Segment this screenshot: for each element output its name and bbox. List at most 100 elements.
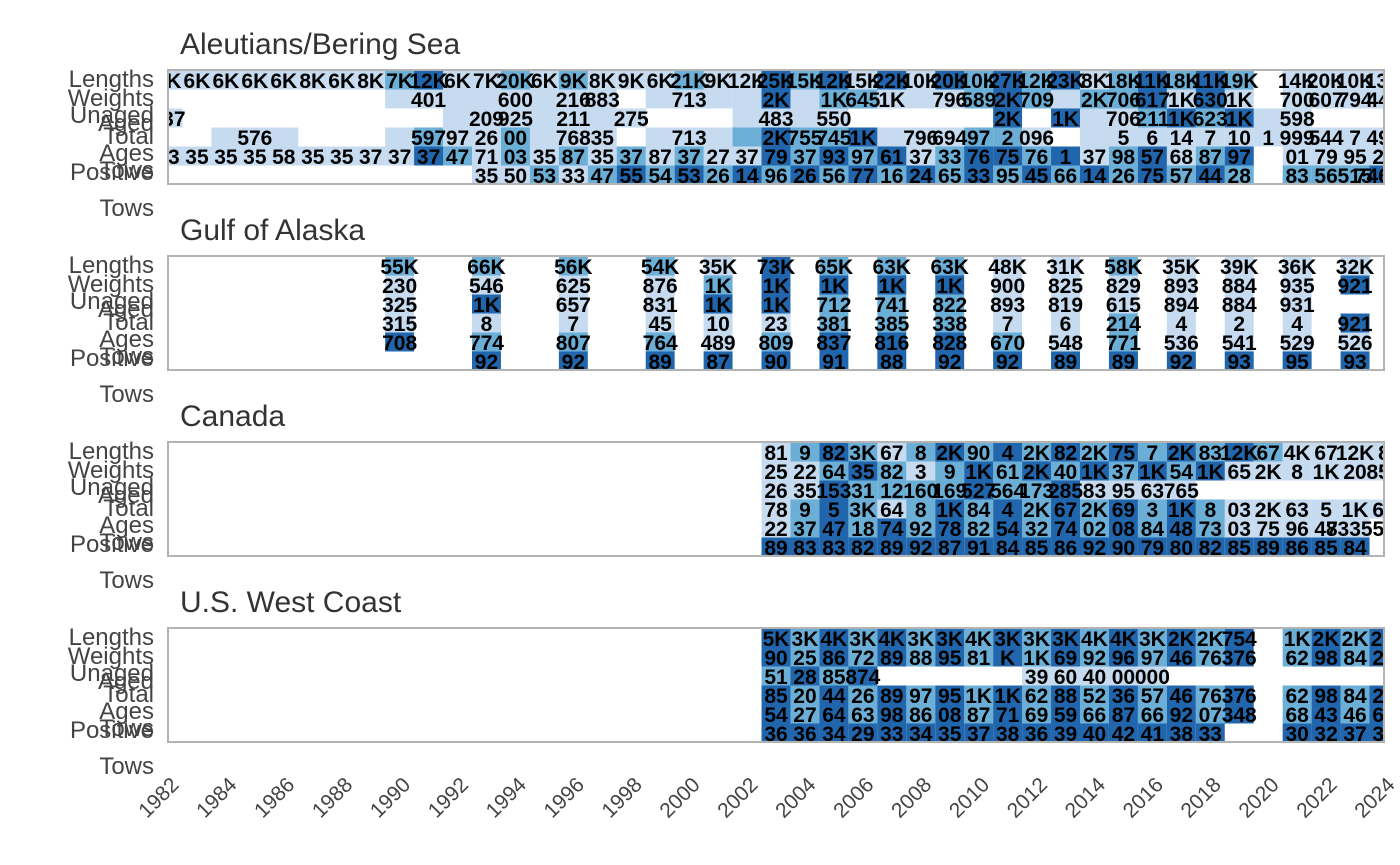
cell-label: 670 (990, 332, 1025, 355)
cell-label: 706 (1106, 108, 1141, 131)
cell-dark (877, 332, 907, 352)
cell-light (645, 275, 675, 295)
cell-label: 73 (1199, 518, 1222, 541)
cell-dark (790, 666, 820, 686)
cell-dark (819, 537, 849, 556)
cell-label: 37 (1343, 723, 1366, 746)
cell-mid (964, 89, 994, 109)
cell-dark (1224, 685, 1254, 705)
cell-label: 822 (932, 294, 967, 317)
cell-label: 62 (1025, 685, 1048, 708)
cell-label: 173 (1019, 480, 1054, 503)
cell-light (1195, 127, 1225, 147)
cell-label: 66 (1054, 165, 1077, 188)
cell-label: 37 (1083, 146, 1106, 169)
cell-label: 237 (150, 108, 185, 131)
cell-label: 14 (1170, 127, 1194, 150)
cell-label: 20 (1372, 146, 1395, 169)
cell-dark (819, 647, 849, 667)
row-label: Total (103, 309, 154, 336)
cell-label: 153 (816, 480, 851, 503)
cell-dark (1369, 165, 1384, 184)
cell-label: 36 (764, 723, 787, 746)
cell-light (1022, 666, 1052, 686)
cell-label: 809 (758, 332, 793, 355)
cell-label: 44 (822, 685, 846, 708)
cell-label: 20K (1307, 70, 1346, 93)
cell-dark (1195, 461, 1225, 481)
cell-label: 874 (845, 666, 880, 689)
cell-label: 768 (556, 127, 591, 150)
cell-dark (1311, 537, 1341, 556)
cell-light (500, 108, 530, 128)
cell-label: 25K (757, 70, 796, 93)
cell-label: 30 (1285, 723, 1308, 746)
cell-label: 64 (880, 499, 904, 522)
cell-light (1224, 256, 1254, 276)
cell-dark (1051, 647, 1080, 667)
cell-light (1253, 461, 1283, 481)
cell-label: 9 (799, 442, 811, 465)
cell-label: 544 (1309, 127, 1344, 150)
cell-mid (1022, 442, 1052, 462)
cell-mid (703, 165, 733, 184)
cell-light (1282, 275, 1312, 295)
cell-label: 9K (618, 70, 645, 93)
row-labels: LengthsWeightsUnagedAgedTotalAgesTowsPos… (68, 624, 154, 780)
cell-label: 765 (1164, 480, 1199, 503)
cell-dark (1224, 108, 1254, 128)
cell-label: 88 (909, 647, 933, 670)
cell-label: 35 (793, 480, 817, 503)
cell-label: 64 (822, 704, 846, 727)
cell-label: 33 (967, 165, 990, 188)
cell-light (385, 313, 415, 333)
cell-dark (1166, 499, 1196, 519)
row-label: Total (103, 681, 154, 708)
cell-label: 95 (1343, 146, 1367, 169)
cell-light (327, 146, 357, 166)
cells (168, 70, 1384, 184)
cell-label: 82 (967, 518, 990, 541)
cell-dark (877, 685, 907, 705)
cell-label: 97 (1141, 647, 1164, 670)
cell-light (993, 294, 1023, 314)
cell-dark (1224, 537, 1254, 556)
cell-label: 3K (155, 70, 182, 93)
cell-label: 45 (1025, 165, 1049, 188)
cell-label: 56K (554, 256, 593, 279)
cell-mid (877, 480, 907, 500)
cell-light (443, 89, 472, 109)
cell-label: 47 (822, 518, 845, 541)
cell-light (906, 70, 936, 90)
cell-dark (761, 647, 791, 667)
cell-light (1369, 89, 1384, 109)
cell-mid (1080, 647, 1109, 667)
cell-light (298, 70, 328, 90)
cell-label: 57 (1141, 685, 1164, 708)
cell-light (674, 89, 704, 109)
cell-mid (1282, 628, 1312, 648)
cell-light (1282, 313, 1312, 333)
cell-label: 59 (1054, 704, 1077, 727)
cell-light (790, 108, 820, 128)
cell-light (1080, 666, 1109, 686)
cell-mid (935, 313, 965, 333)
cell-light (877, 89, 907, 109)
cell-label: 315 (382, 313, 417, 336)
cell-label: 53 (533, 165, 556, 188)
cell-label: 894 (1164, 294, 1199, 317)
cell-light (472, 89, 501, 109)
cell-label: 89 (1054, 351, 1077, 374)
cell-dark (819, 70, 849, 90)
cell-label: 1K (1342, 499, 1369, 522)
cell-mid (1137, 108, 1167, 128)
cell-label: 285 (1048, 480, 1083, 503)
cell-dark (1195, 537, 1225, 556)
cell-light (269, 70, 299, 90)
cell-mid (819, 666, 849, 686)
cell-label: 72 (851, 647, 874, 670)
cell-dark (935, 685, 965, 705)
row-label: Ages (99, 140, 154, 167)
cell-light (472, 313, 501, 333)
